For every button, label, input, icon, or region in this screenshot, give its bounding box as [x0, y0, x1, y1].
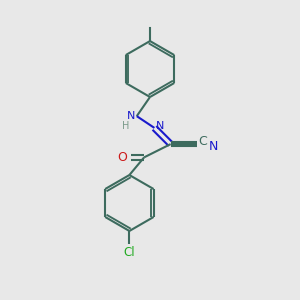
- Text: N: N: [208, 140, 218, 153]
- Text: C: C: [199, 135, 207, 148]
- Text: N: N: [156, 122, 164, 131]
- Text: H: H: [122, 122, 129, 131]
- Text: Cl: Cl: [124, 246, 135, 259]
- Text: N: N: [127, 110, 135, 121]
- Text: O: O: [118, 151, 127, 164]
